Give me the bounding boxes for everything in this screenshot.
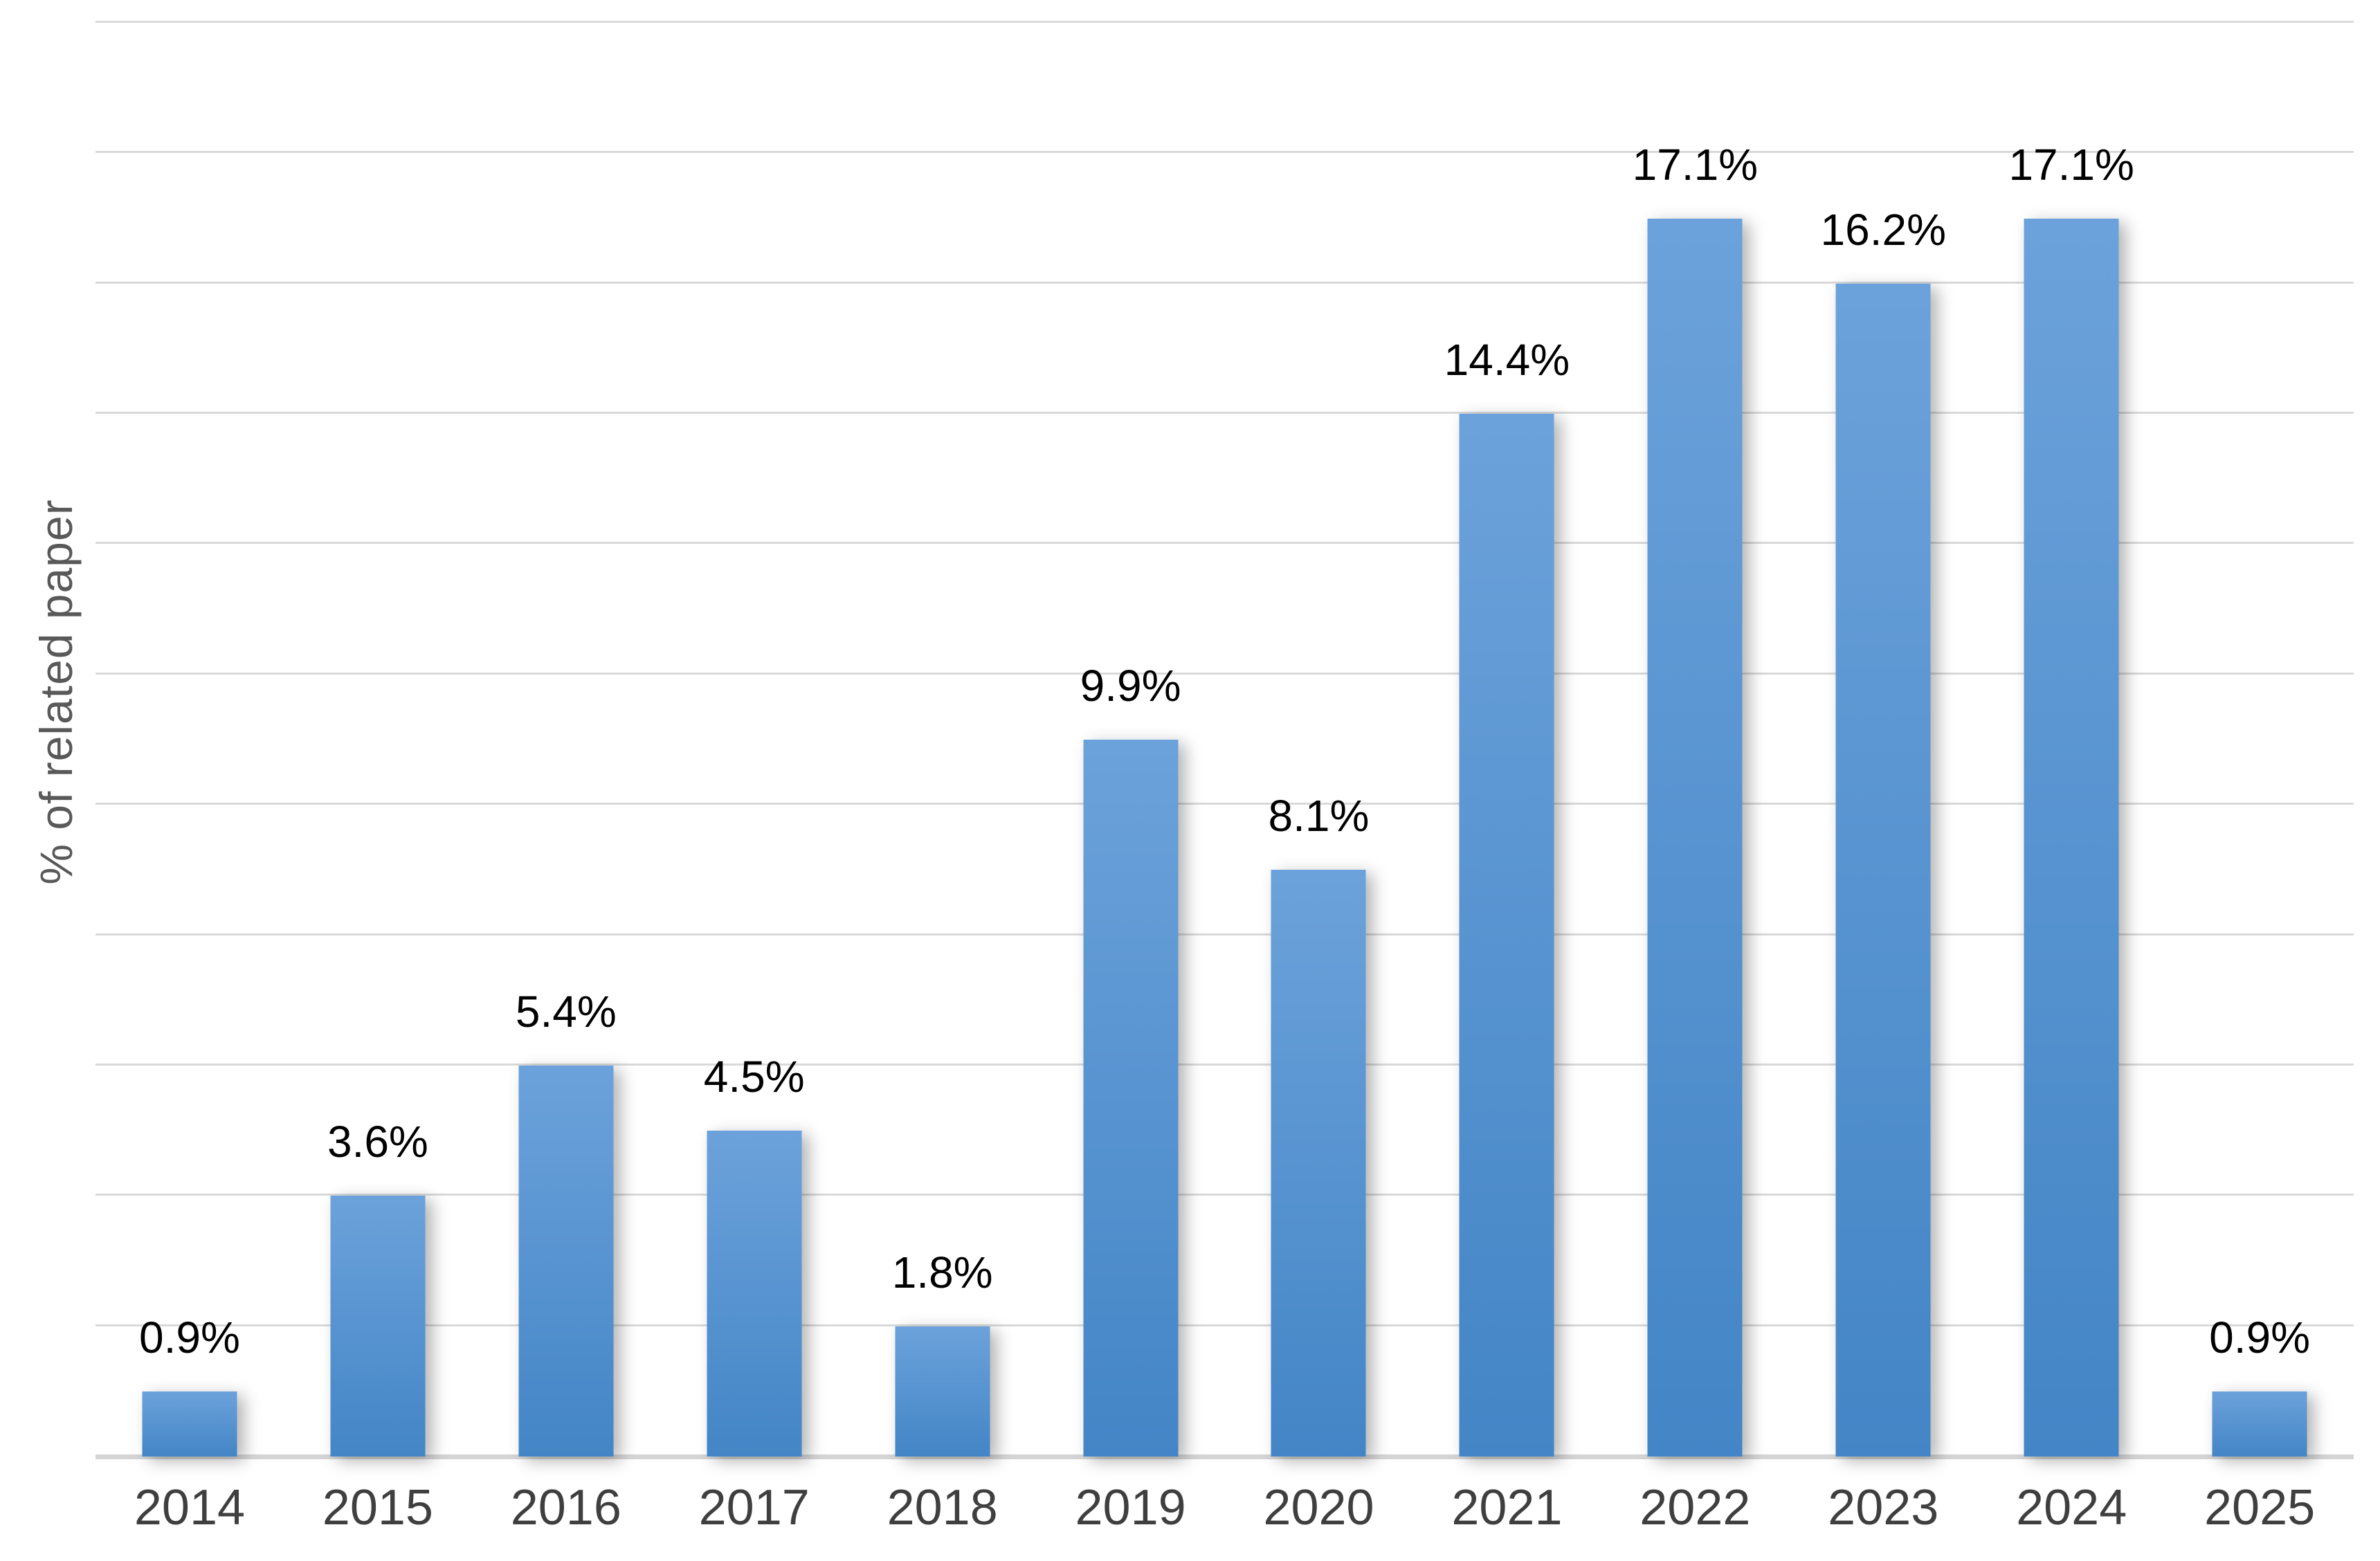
bar-value-label: 5.4%	[515, 986, 617, 1037]
bar-2016	[518, 1065, 614, 1457]
bar-value-label: 3.6%	[327, 1117, 428, 1167]
gridline	[96, 542, 2354, 545]
bar-value-label: 17.1%	[1632, 139, 1759, 190]
bar-2023	[1835, 283, 1931, 1457]
bar-2020	[1271, 870, 1366, 1457]
bar-slot: 17.1%	[1601, 23, 1789, 1457]
x-tick-label: 2025	[2204, 1480, 2316, 1535]
gridline	[96, 672, 2354, 675]
x-tick-label: 2022	[1639, 1480, 1751, 1535]
gridline	[96, 1063, 2354, 1066]
x-tick-label: 2014	[134, 1480, 246, 1535]
bar-slot: 0.9%	[96, 23, 284, 1457]
gridline	[96, 803, 2354, 805]
y-axis-title: % of related paper	[30, 499, 82, 885]
bar-value-label: 0.9%	[139, 1312, 240, 1362]
bar-2018	[895, 1326, 990, 1457]
x-axis-labels: 2014 2015 2016 2017 2018 2019 2020 2021 2022 2023…	[96, 1480, 2354, 1535]
bar-2019	[1083, 740, 1179, 1457]
gridline	[96, 933, 2354, 935]
bar-2021	[1459, 414, 1554, 1457]
bar-slot: 3.6%	[284, 23, 472, 1457]
gridline	[96, 412, 2354, 414]
bar-value-label: 14.4%	[1444, 335, 1570, 385]
gridline	[96, 151, 2354, 154]
bar-value-label: 8.1%	[1268, 791, 1370, 841]
bar-2017	[707, 1131, 802, 1457]
gridline	[96, 281, 2354, 284]
bar-slot: 4.5%	[660, 23, 848, 1457]
bar-value-label: 16.2%	[1820, 204, 1946, 255]
bar-2022	[1647, 218, 1743, 1457]
x-tick-label: 2017	[698, 1480, 810, 1535]
gridline	[96, 21, 2354, 23]
gridline	[96, 1324, 2354, 1326]
bar-value-label: 0.9%	[2209, 1312, 2311, 1362]
bar-slot: 1.8%	[848, 23, 1037, 1457]
x-tick-label: 2020	[1263, 1480, 1374, 1535]
bar-slot: 8.1%	[1225, 23, 1413, 1457]
bar-value-label: 4.5%	[703, 1052, 805, 1102]
bar-value-label: 17.1%	[2008, 139, 2134, 190]
x-axis-line	[96, 1454, 2354, 1459]
x-tick-label: 2018	[887, 1480, 998, 1535]
gridline	[96, 1194, 2354, 1196]
bar-slot: 17.1%	[1977, 23, 2165, 1457]
bar-slot: 16.2%	[1789, 23, 1977, 1457]
bar-2015	[330, 1196, 426, 1457]
bar-slot: 5.4%	[472, 23, 660, 1457]
x-tick-label: 2016	[510, 1480, 621, 1535]
plot-area: 0.9% 3.6% 5.4% 4.5% 1.8% 9.9% 8.1% 14.4% 17.1% 16…	[96, 21, 2354, 1459]
bar-slot: 0.9%	[2165, 23, 2354, 1457]
bars-group: 0.9% 3.6% 5.4% 4.5% 1.8% 9.9% 8.1% 14.4% 17.1% 16…	[96, 23, 2354, 1457]
x-tick-label: 2015	[322, 1480, 433, 1535]
bar-2014	[142, 1391, 237, 1457]
x-tick-label: 2023	[1828, 1480, 1939, 1535]
bar-slot: 9.9%	[1037, 23, 1225, 1457]
bar-value-label: 9.9%	[1080, 661, 1181, 711]
bar-2024	[2024, 218, 2119, 1457]
x-tick-label: 2021	[1451, 1480, 1563, 1535]
bar-slot: 14.4%	[1412, 23, 1601, 1457]
x-tick-label: 2024	[2016, 1480, 2127, 1535]
x-tick-label: 2019	[1075, 1480, 1186, 1535]
bar-value-label: 1.8%	[891, 1247, 993, 1297]
bar-2025	[2212, 1391, 2307, 1457]
